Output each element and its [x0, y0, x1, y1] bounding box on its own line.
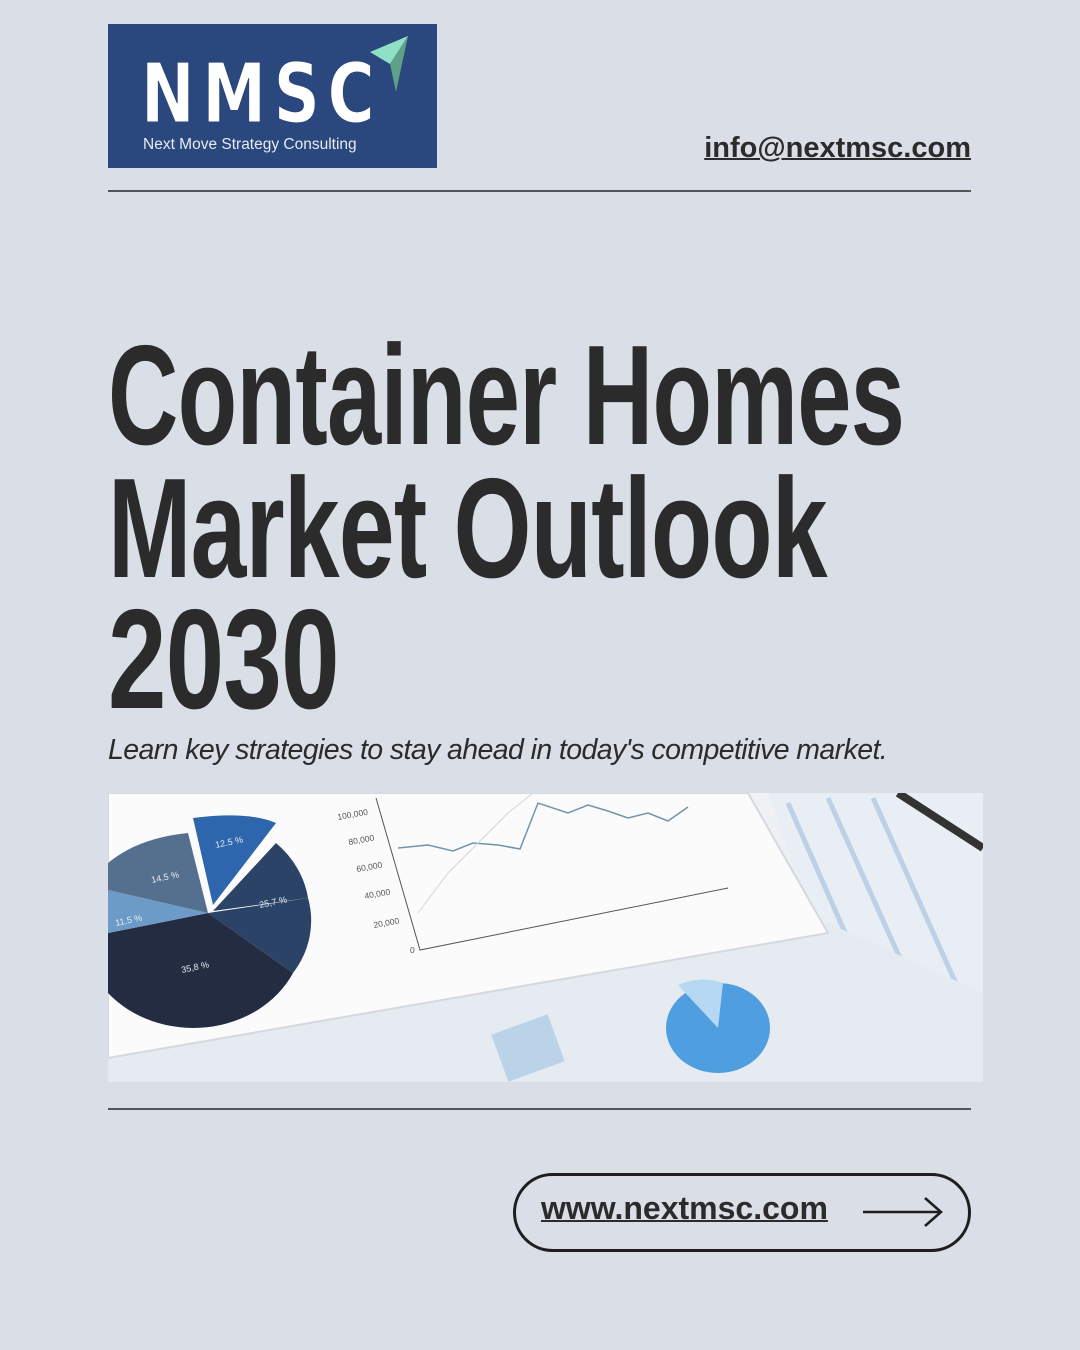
- paper-plane-icon: [370, 36, 408, 92]
- page-title-line-2: Market Outlook: [108, 449, 828, 608]
- pie-slice-14-5: [108, 833, 208, 913]
- axis-label: 20,000: [373, 916, 401, 930]
- logo-tagline: Next Move Strategy Consulting: [143, 136, 357, 153]
- website-label: www.nextmsc.com: [541, 1190, 828, 1226]
- brand-logo: NMSC Next Move Strategy Consulting: [108, 24, 437, 168]
- subtitle: Learn key strategies to stay ahead in to…: [108, 734, 888, 766]
- axis-label: 80,000: [348, 833, 376, 847]
- hero-photo: 12.5 % 14.5 % 25,7 % 11.5 % 35,8 % 100,0…: [108, 793, 983, 1082]
- pie-slice-35-8: [108, 913, 293, 1028]
- arrow-right-icon: [863, 1197, 943, 1227]
- axis-label: 0: [410, 945, 415, 955]
- pie-slice-12-5: [193, 815, 276, 905]
- pie-chart: [108, 815, 312, 1028]
- email-link[interactable]: info@nextmsc.com: [704, 132, 971, 164]
- divider-top: [108, 190, 971, 192]
- page-title-line-1: Container Homes: [108, 316, 905, 475]
- axis-label: 40,000: [364, 887, 392, 901]
- divider-bottom: [108, 1108, 971, 1110]
- axis-label: 60,000: [356, 860, 384, 874]
- logo-mark: NMSC: [141, 47, 383, 142]
- pie-slice-25-7: [208, 898, 312, 973]
- page-title-line-3: 2030: [108, 580, 340, 739]
- website-button[interactable]: www.nextmsc.com: [513, 1173, 971, 1252]
- pie-slice-11-5: [108, 890, 208, 933]
